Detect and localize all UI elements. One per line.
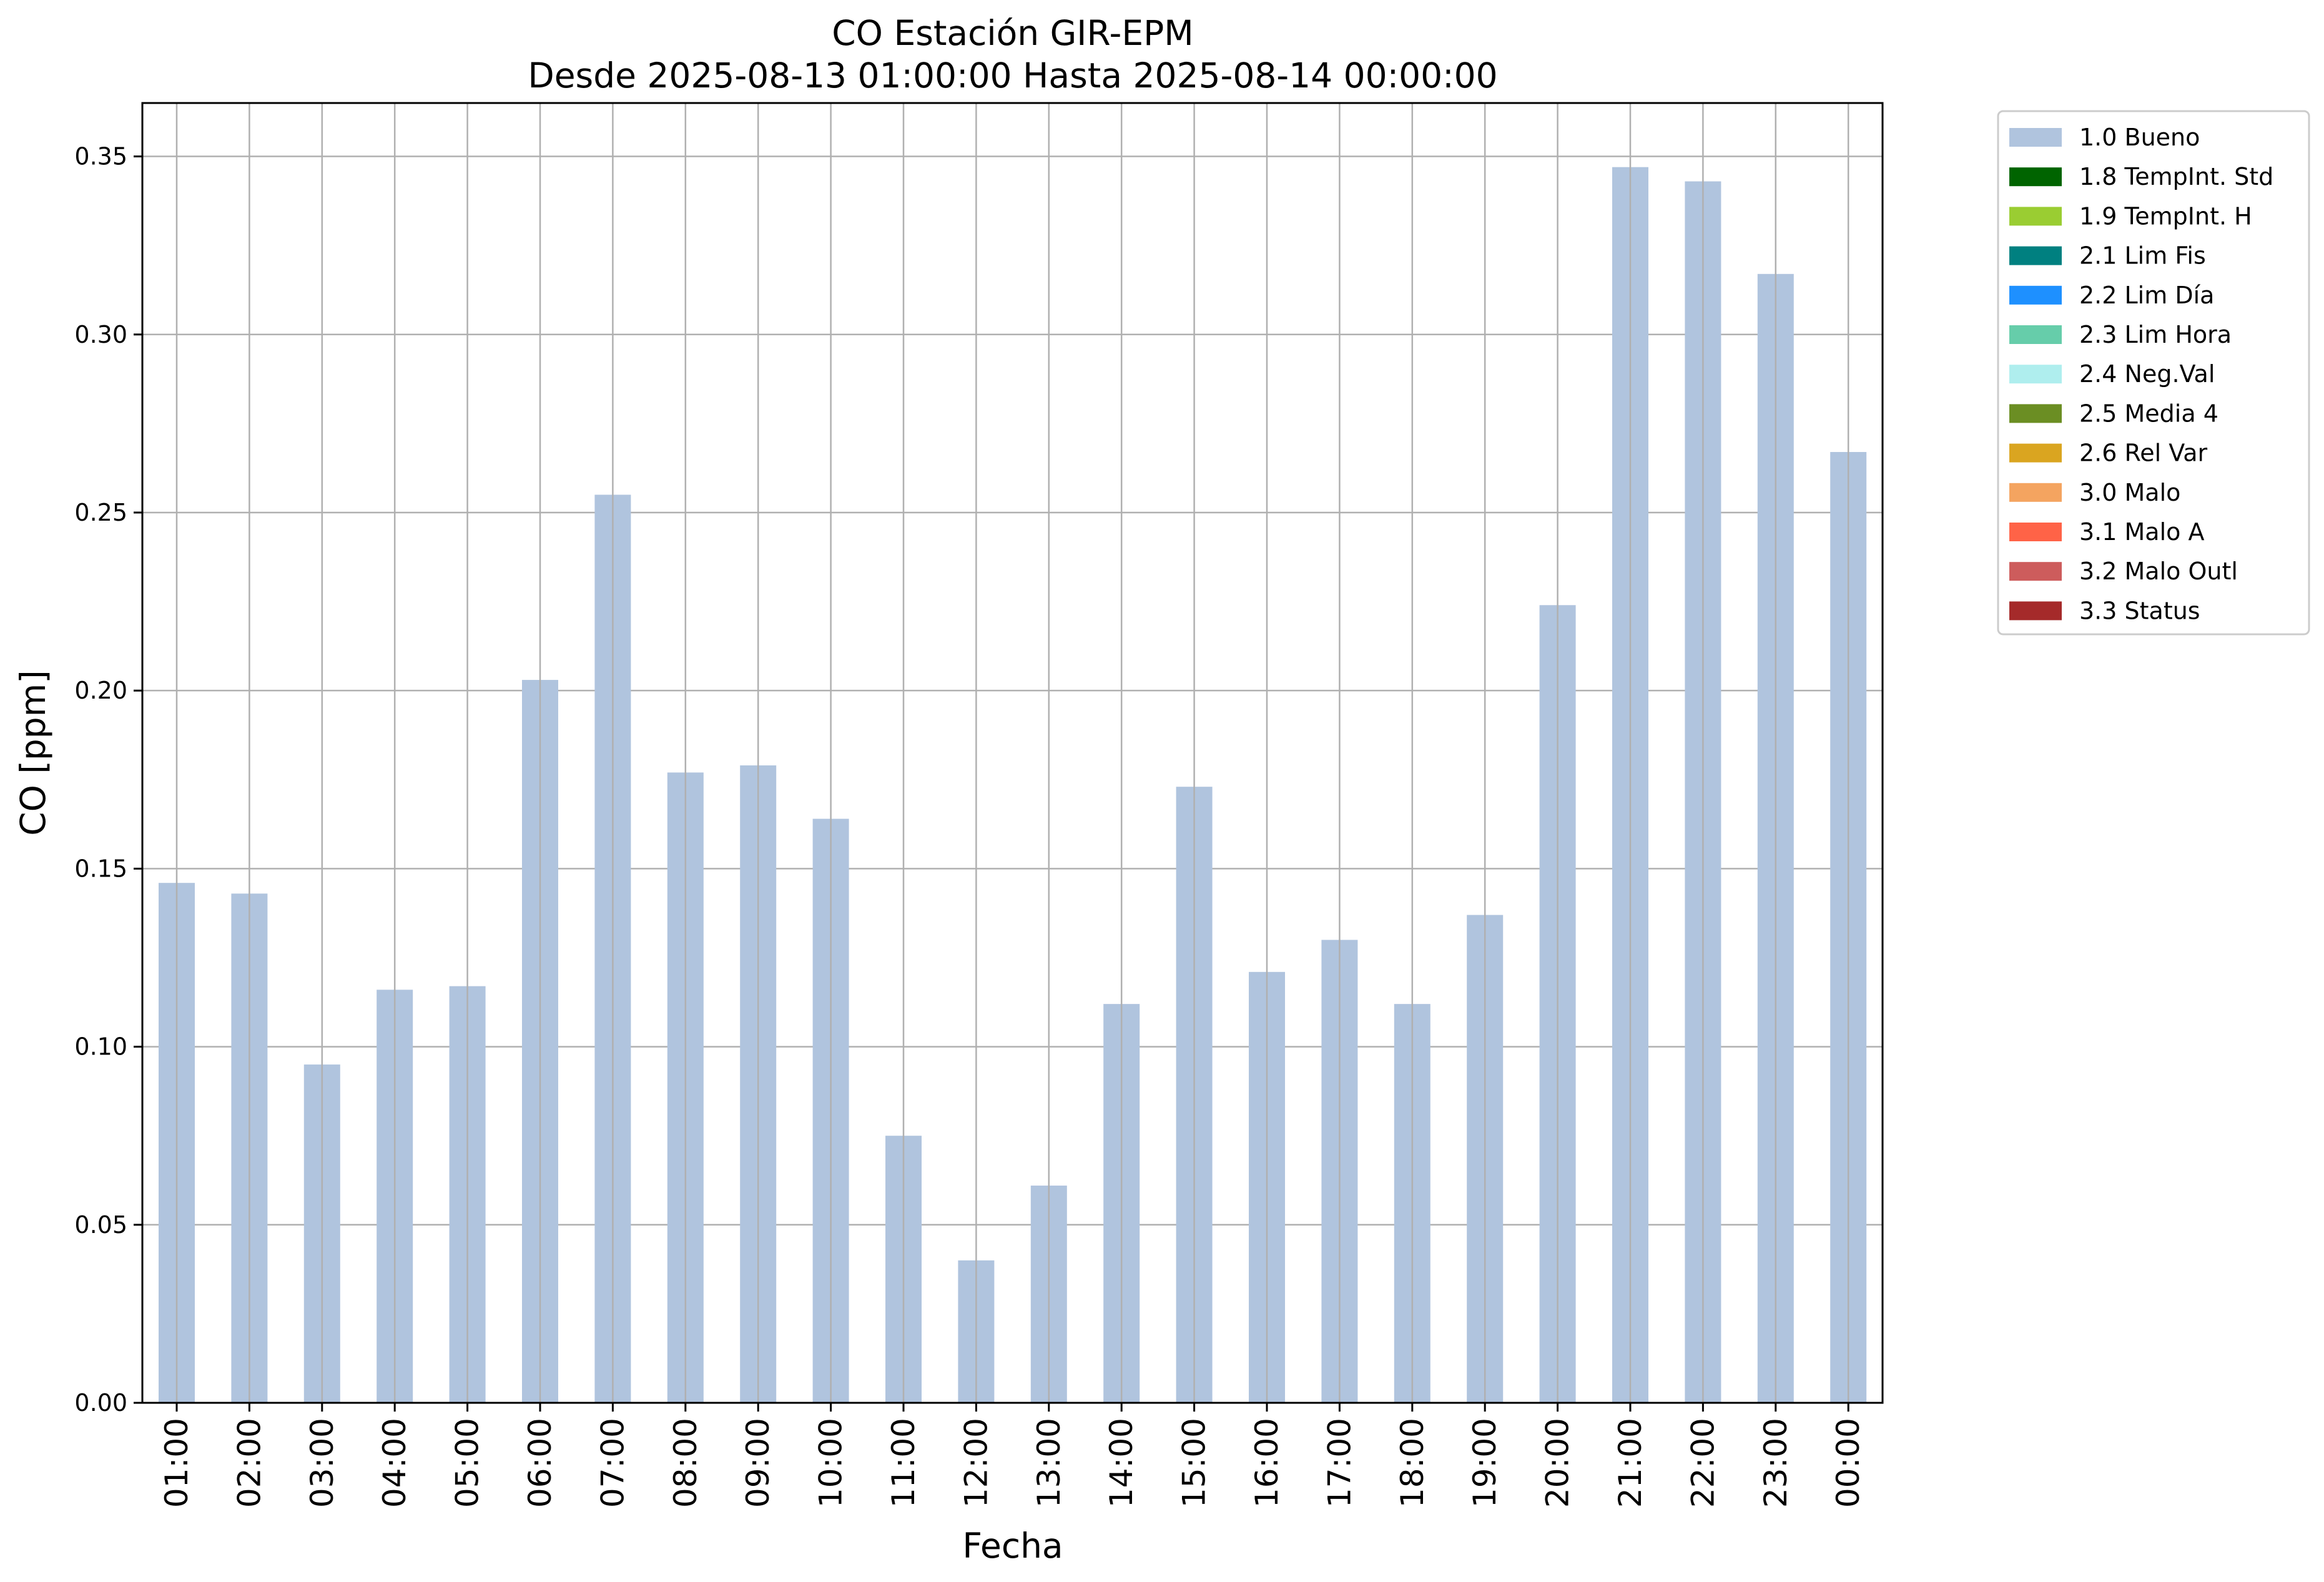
chart-subtitle: Desde 2025-08-13 01:00:00 Hasta 2025-08-… [528, 56, 1497, 96]
legend-swatch [2009, 523, 2062, 541]
legend-label: 2.4 Neg.Val [2079, 360, 2215, 388]
legend-swatch [2009, 167, 2062, 187]
legend-swatch [2009, 601, 2062, 621]
y-tick-label: 0.15 [74, 855, 127, 882]
x-tick-label: 13:00 [1031, 1418, 1067, 1508]
legend-label: 2.5 Media 4 [2079, 400, 2218, 427]
legend-label: 1.9 TempInt. H [2079, 202, 2252, 230]
y-tick-label: 0.20 [74, 677, 127, 704]
x-tick-label: 09:00 [740, 1418, 776, 1508]
legend-swatch [2009, 443, 2062, 463]
plot-frame [141, 102, 1884, 1404]
legend: 1.0 Bueno 1.8 TempInt. Std 1.9 TempInt. H 2… [1997, 110, 2310, 636]
x-tick-label: 04:00 [377, 1418, 413, 1508]
legend-swatch [2009, 128, 2062, 147]
y-tick-label: 0.00 [74, 1389, 127, 1417]
x-tick-label: 03:00 [304, 1418, 340, 1508]
x-tick-label: 14:00 [1103, 1418, 1140, 1508]
legend-swatch [2009, 404, 2062, 423]
legend-swatch [2009, 365, 2062, 384]
y-tick-label: 0.05 [74, 1211, 127, 1239]
legend-label: 2.2 Lim Día [2079, 282, 2214, 309]
x-tick-label: 07:00 [594, 1418, 631, 1508]
x-tick-label: 08:00 [667, 1418, 704, 1508]
legend-label: 3.2 Malo Outl [2079, 558, 2238, 585]
legend-swatch [2009, 285, 2062, 305]
chart-title: CO Estación GIR-EPM [832, 13, 1193, 53]
x-tick-label: 02:00 [231, 1418, 267, 1508]
legend-swatch [2009, 325, 2062, 344]
legend-label: 2.1 Lim Fis [2079, 242, 2206, 270]
x-tick-label: 12:00 [958, 1418, 994, 1508]
x-tick-label: 18:00 [1394, 1418, 1430, 1508]
y-tick-label: 0.30 [74, 321, 127, 348]
x-tick-label: 05:00 [450, 1418, 486, 1508]
x-axis-label: Fecha [962, 1526, 1063, 1566]
x-tick-label: 20:00 [1540, 1418, 1576, 1508]
legend-swatch [2009, 246, 2062, 265]
legend-swatch [2009, 207, 2062, 226]
x-tick-label: 15:00 [1176, 1418, 1213, 1508]
y-axis-label: CO [ppm] [13, 670, 53, 836]
legend-swatch [2009, 562, 2062, 581]
x-tick-label: 11:00 [885, 1418, 922, 1508]
x-tick-label: 01:00 [159, 1418, 195, 1508]
y-tick-label: 0.25 [74, 499, 127, 526]
x-tick-label: 06:00 [522, 1418, 558, 1508]
bars [159, 103, 1867, 1403]
legend-label: 1.8 TempInt. Std [2079, 163, 2273, 190]
x-ticks: 01:00 02:00 03:00 04:00 05:00 06:00 07:00 08:00… [159, 1403, 1866, 1508]
y-ticks: 0.00 0.05 0.10 0.15 0.20 0.25 0.30 0.35 [74, 143, 142, 1417]
legend-label: 3.0 Malo [2079, 479, 2180, 506]
legend-frame [1997, 110, 2310, 636]
x-tick-label: 22:00 [1685, 1418, 1721, 1508]
y-tick-label: 0.35 [74, 143, 127, 170]
x-tick-label: 10:00 [813, 1418, 849, 1508]
x-tick-label: 21:00 [1612, 1418, 1648, 1508]
legend-label: 3.1 Malo A [2079, 518, 2204, 546]
x-tick-label: 17:00 [1321, 1418, 1357, 1508]
x-tick-label: 23:00 [1758, 1418, 1794, 1508]
x-tick-label: 00:00 [1830, 1418, 1866, 1508]
x-tick-label: 16:00 [1249, 1418, 1285, 1508]
legend-label: 3.3 Status [2079, 597, 2200, 624]
legend-label: 2.3 Lim Hora [2079, 321, 2232, 348]
legend-label: 1.0 Bueno [2079, 124, 2200, 151]
legend-swatch [2009, 483, 2062, 502]
y-tick-label: 0.10 [74, 1033, 127, 1061]
legend-items: 1.0 Bueno 1.8 TempInt. Std 1.9 TempInt. H 2… [2009, 124, 2273, 624]
grid-lines [142, 155, 1883, 1404]
x-tick-label: 19:00 [1467, 1418, 1503, 1508]
legend-label: 2.6 Rel Var [2079, 440, 2208, 467]
